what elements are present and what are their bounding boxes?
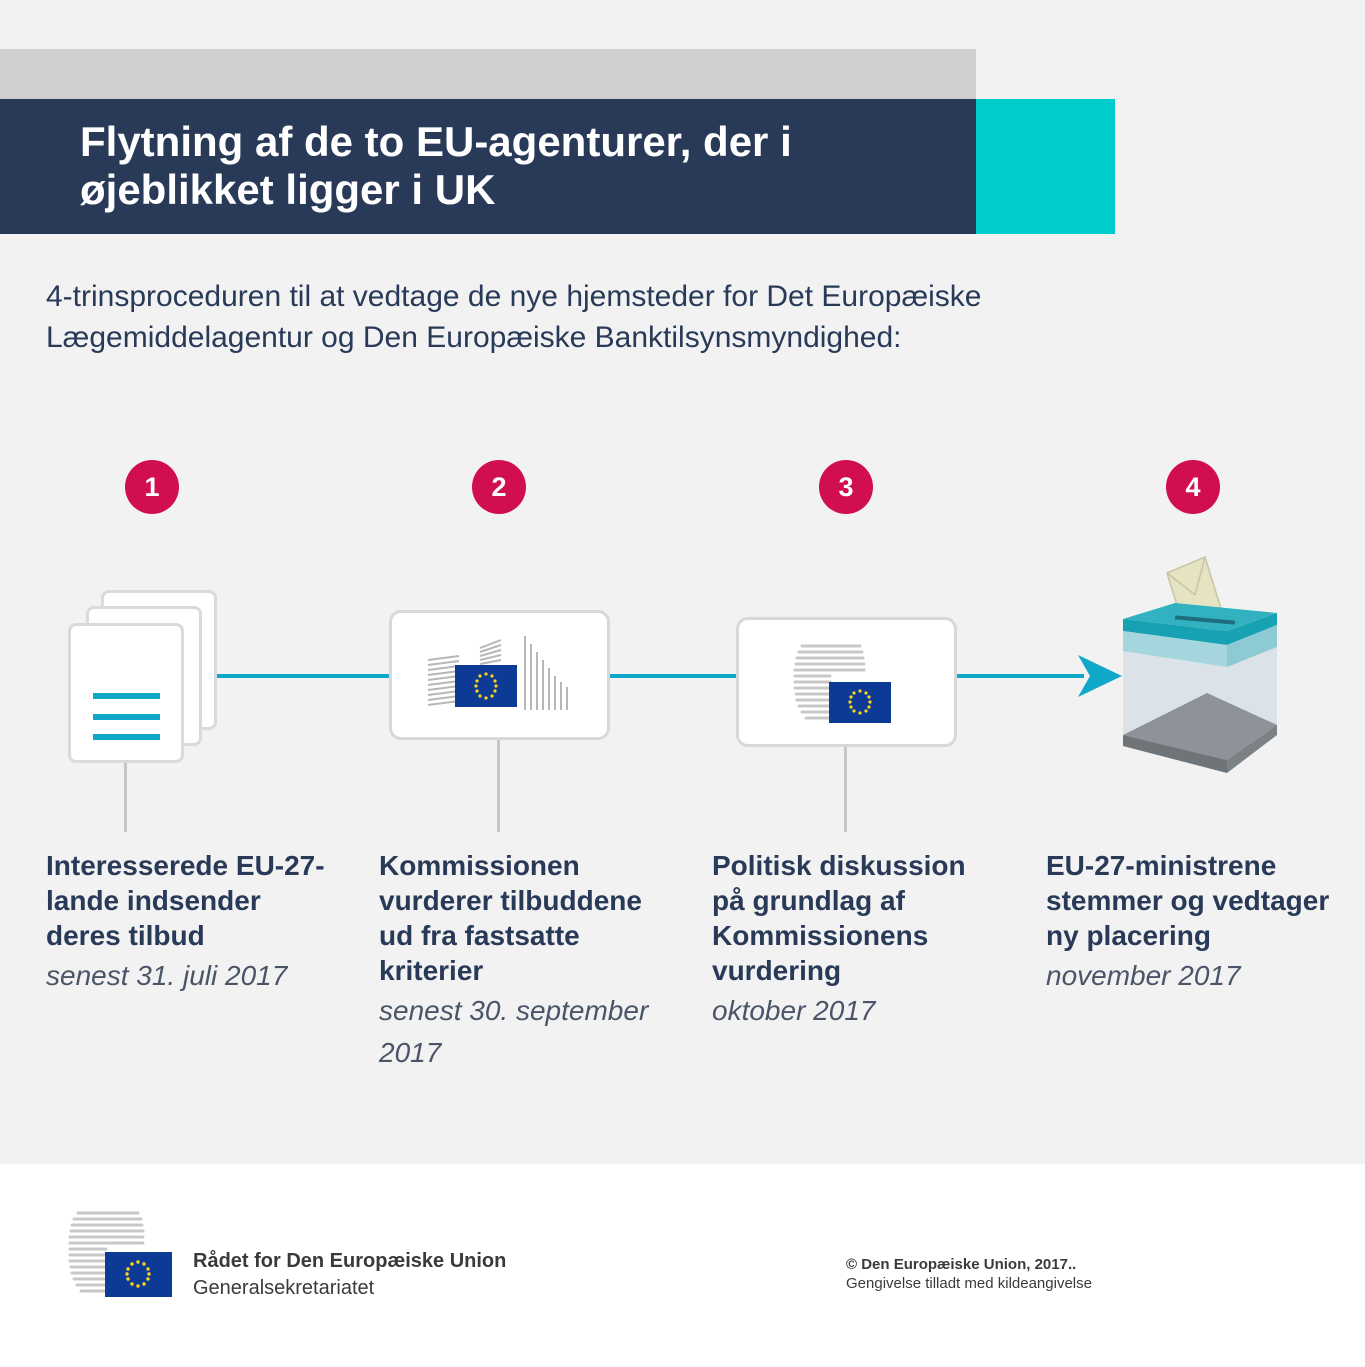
connector-line-2-3 <box>608 674 739 678</box>
step-3-text: Politisk diskussion på grundlag af Kommi… <box>712 850 966 986</box>
footer <box>0 1164 1365 1367</box>
step-1-description: Interesserede EU-27-lande indsender dere… <box>46 848 336 997</box>
header-teal-accent <box>976 99 1115 234</box>
step-1-date: senest 31. juli 2017 <box>46 960 288 991</box>
step-4-date: november 2017 <box>1046 960 1241 991</box>
page-subtitle: 4-trinsproceduren til at vedtage de nye … <box>46 280 982 354</box>
footer-org-sub: Generalsekretariatet <box>193 1277 375 1299</box>
footer-copyright-line: © Den Europæiske Union, 2017.. <box>846 1256 1077 1273</box>
council-building-icon <box>793 644 891 723</box>
connector-arrowhead-icon <box>1078 655 1122 697</box>
footer-reproduction-line: Gengivelse tilladt med kildeangivelse <box>846 1275 1092 1292</box>
step-1-leader-line <box>124 762 127 832</box>
footer-org-name: Rådet for Den Europæiske Union <box>193 1250 507 1272</box>
step-2-leader-line <box>497 738 500 832</box>
connector-line-3-4 <box>956 674 1084 678</box>
step-3-date: oktober 2017 <box>712 995 876 1026</box>
step-2-date: senest 30. september 2017 <box>379 995 649 1068</box>
page-title: Flytning af de to EU-agenturer, der i øj… <box>80 118 792 213</box>
step-3-number-badge: 3 <box>819 460 873 514</box>
step-4-number-badge: 4 <box>1166 460 1220 514</box>
step-4-text: EU-27-ministrene stemmer og vedtager ny … <box>1046 850 1330 951</box>
header-title-band <box>0 99 976 234</box>
step-1-text: Interesserede EU-27-lande indsender dere… <box>46 850 325 951</box>
ballot-box-icon <box>1123 555 1277 773</box>
step-2-description: Kommissionen vurderer tilbuddene ud fra … <box>379 848 669 1074</box>
step-2-text: Kommissionen vurderer tilbuddene ud fra … <box>379 850 642 986</box>
footer-organization: Rådet for Den Europæiske Union Generalse… <box>193 1248 506 1302</box>
step-3-description: Politisk diskussion på grundlag af Kommi… <box>712 848 1002 1032</box>
step-4-description: EU-27-ministrene stemmer og vedtager ny … <box>1046 848 1336 997</box>
footer-copyright: © Den Europæiske Union, 2017.. Gengivels… <box>846 1255 1092 1293</box>
council-logo-icon <box>68 1211 172 1297</box>
step-1-number-badge: 1 <box>125 460 179 514</box>
step-3-leader-line <box>844 745 847 832</box>
connector-line-1-2 <box>217 674 391 678</box>
commission-building-icon <box>427 636 568 710</box>
header-grey-band <box>0 49 976 99</box>
step-2-number-badge: 2 <box>472 460 526 514</box>
